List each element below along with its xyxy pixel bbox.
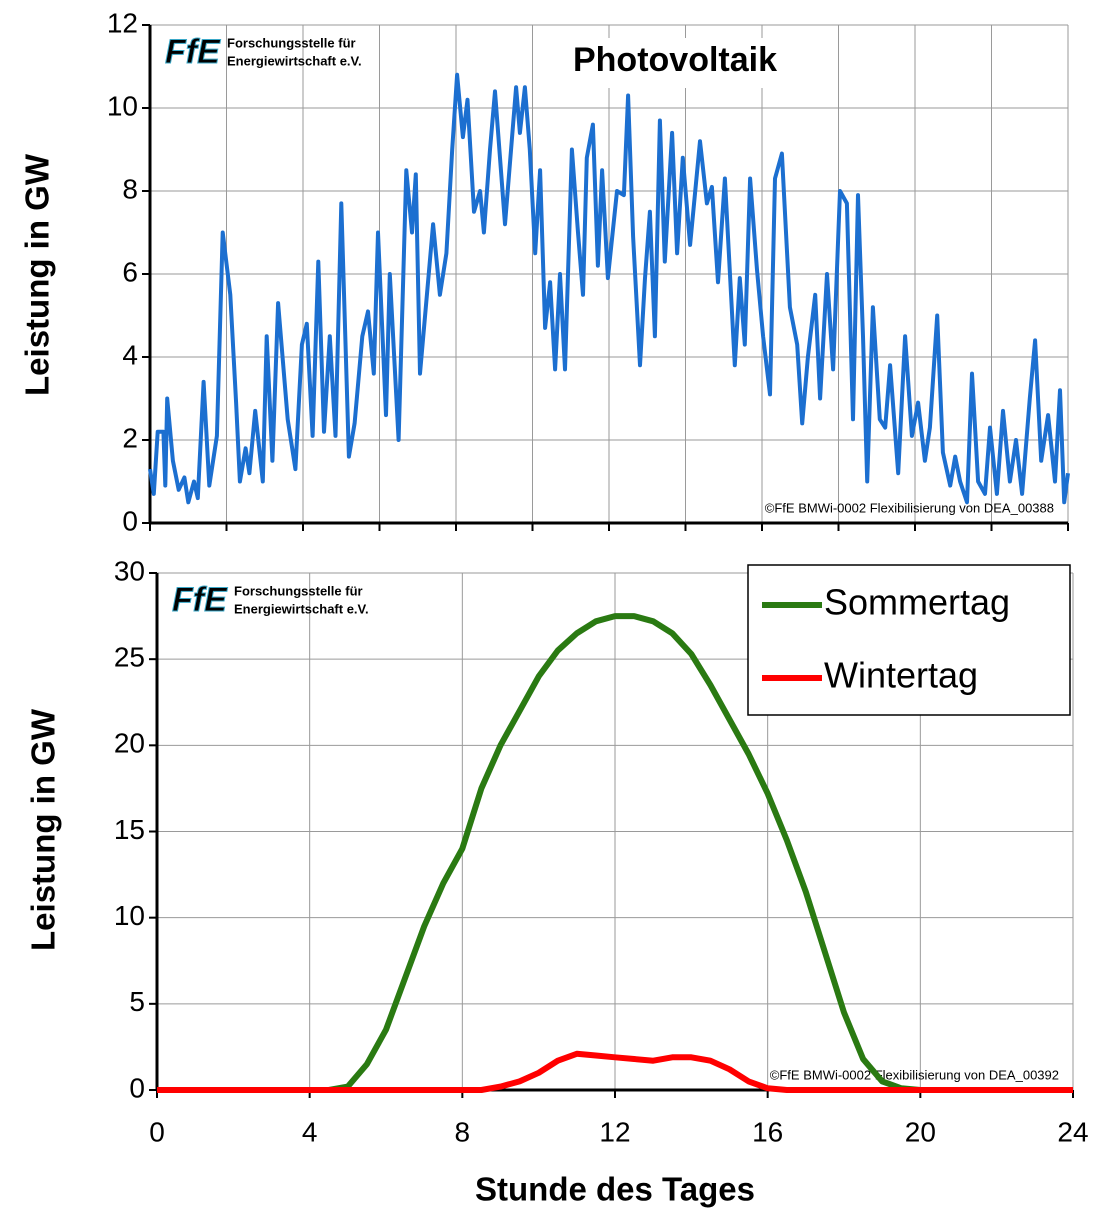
y-tick-label: 10 bbox=[114, 900, 145, 931]
y-tick-label: 8 bbox=[122, 173, 138, 204]
legend-label: Sommertag bbox=[824, 582, 1010, 623]
x-axis-title: Stunde des Tages bbox=[475, 1171, 755, 1208]
x-tick-label: 20 bbox=[905, 1116, 936, 1147]
legend-label: Wintertag bbox=[824, 655, 978, 696]
y-tick-label: 4 bbox=[122, 339, 138, 370]
logo-line: Forschungsstelle für bbox=[227, 35, 356, 50]
watermark: ©FfE BMWi-0002 Flexibilisierung von DEA_… bbox=[765, 500, 1054, 515]
x-tick-label: 12 bbox=[599, 1116, 630, 1147]
x-tick-label: 16 bbox=[752, 1116, 783, 1147]
y-axis-title: Leistung in GW bbox=[19, 153, 56, 396]
x-tick-label: 8 bbox=[455, 1116, 471, 1147]
y-tick-label: 25 bbox=[114, 642, 145, 673]
watermark: ©FfE BMWi-0002 Flexibilisierung von DEA_… bbox=[770, 1067, 1059, 1082]
x-tick-label: 4 bbox=[302, 1116, 318, 1147]
y-tick-label: 6 bbox=[122, 256, 138, 287]
x-tick-label: 0 bbox=[149, 1116, 165, 1147]
y-tick-label: 12 bbox=[107, 7, 138, 38]
y-tick-label: 20 bbox=[114, 728, 145, 759]
logo-line: Energiewirtschaft e.V. bbox=[227, 53, 362, 68]
y-tick-label: 10 bbox=[107, 90, 138, 121]
logo-line: Energiewirtschaft e.V. bbox=[234, 601, 369, 616]
logo-line: Forschungsstelle für bbox=[234, 583, 363, 598]
y-tick-label: 30 bbox=[114, 555, 145, 586]
y-tick-label: 15 bbox=[114, 814, 145, 845]
data-line bbox=[148, 72, 1070, 505]
chart-title: Photovoltaik bbox=[573, 41, 777, 79]
logo-mark: FfE bbox=[165, 33, 221, 71]
logo-mark: FfE bbox=[172, 581, 228, 619]
y-tick-label: 5 bbox=[129, 986, 145, 1017]
y-tick-label: 0 bbox=[122, 505, 138, 536]
y-tick-label: 0 bbox=[129, 1072, 145, 1103]
y-axis-title: Leistung in GW bbox=[25, 708, 62, 951]
legend-box bbox=[747, 564, 1071, 716]
x-tick-label: 24 bbox=[1057, 1116, 1088, 1147]
y-tick-label: 2 bbox=[122, 422, 138, 453]
title-box bbox=[535, 38, 820, 88]
data-line bbox=[157, 1050, 1073, 1093]
